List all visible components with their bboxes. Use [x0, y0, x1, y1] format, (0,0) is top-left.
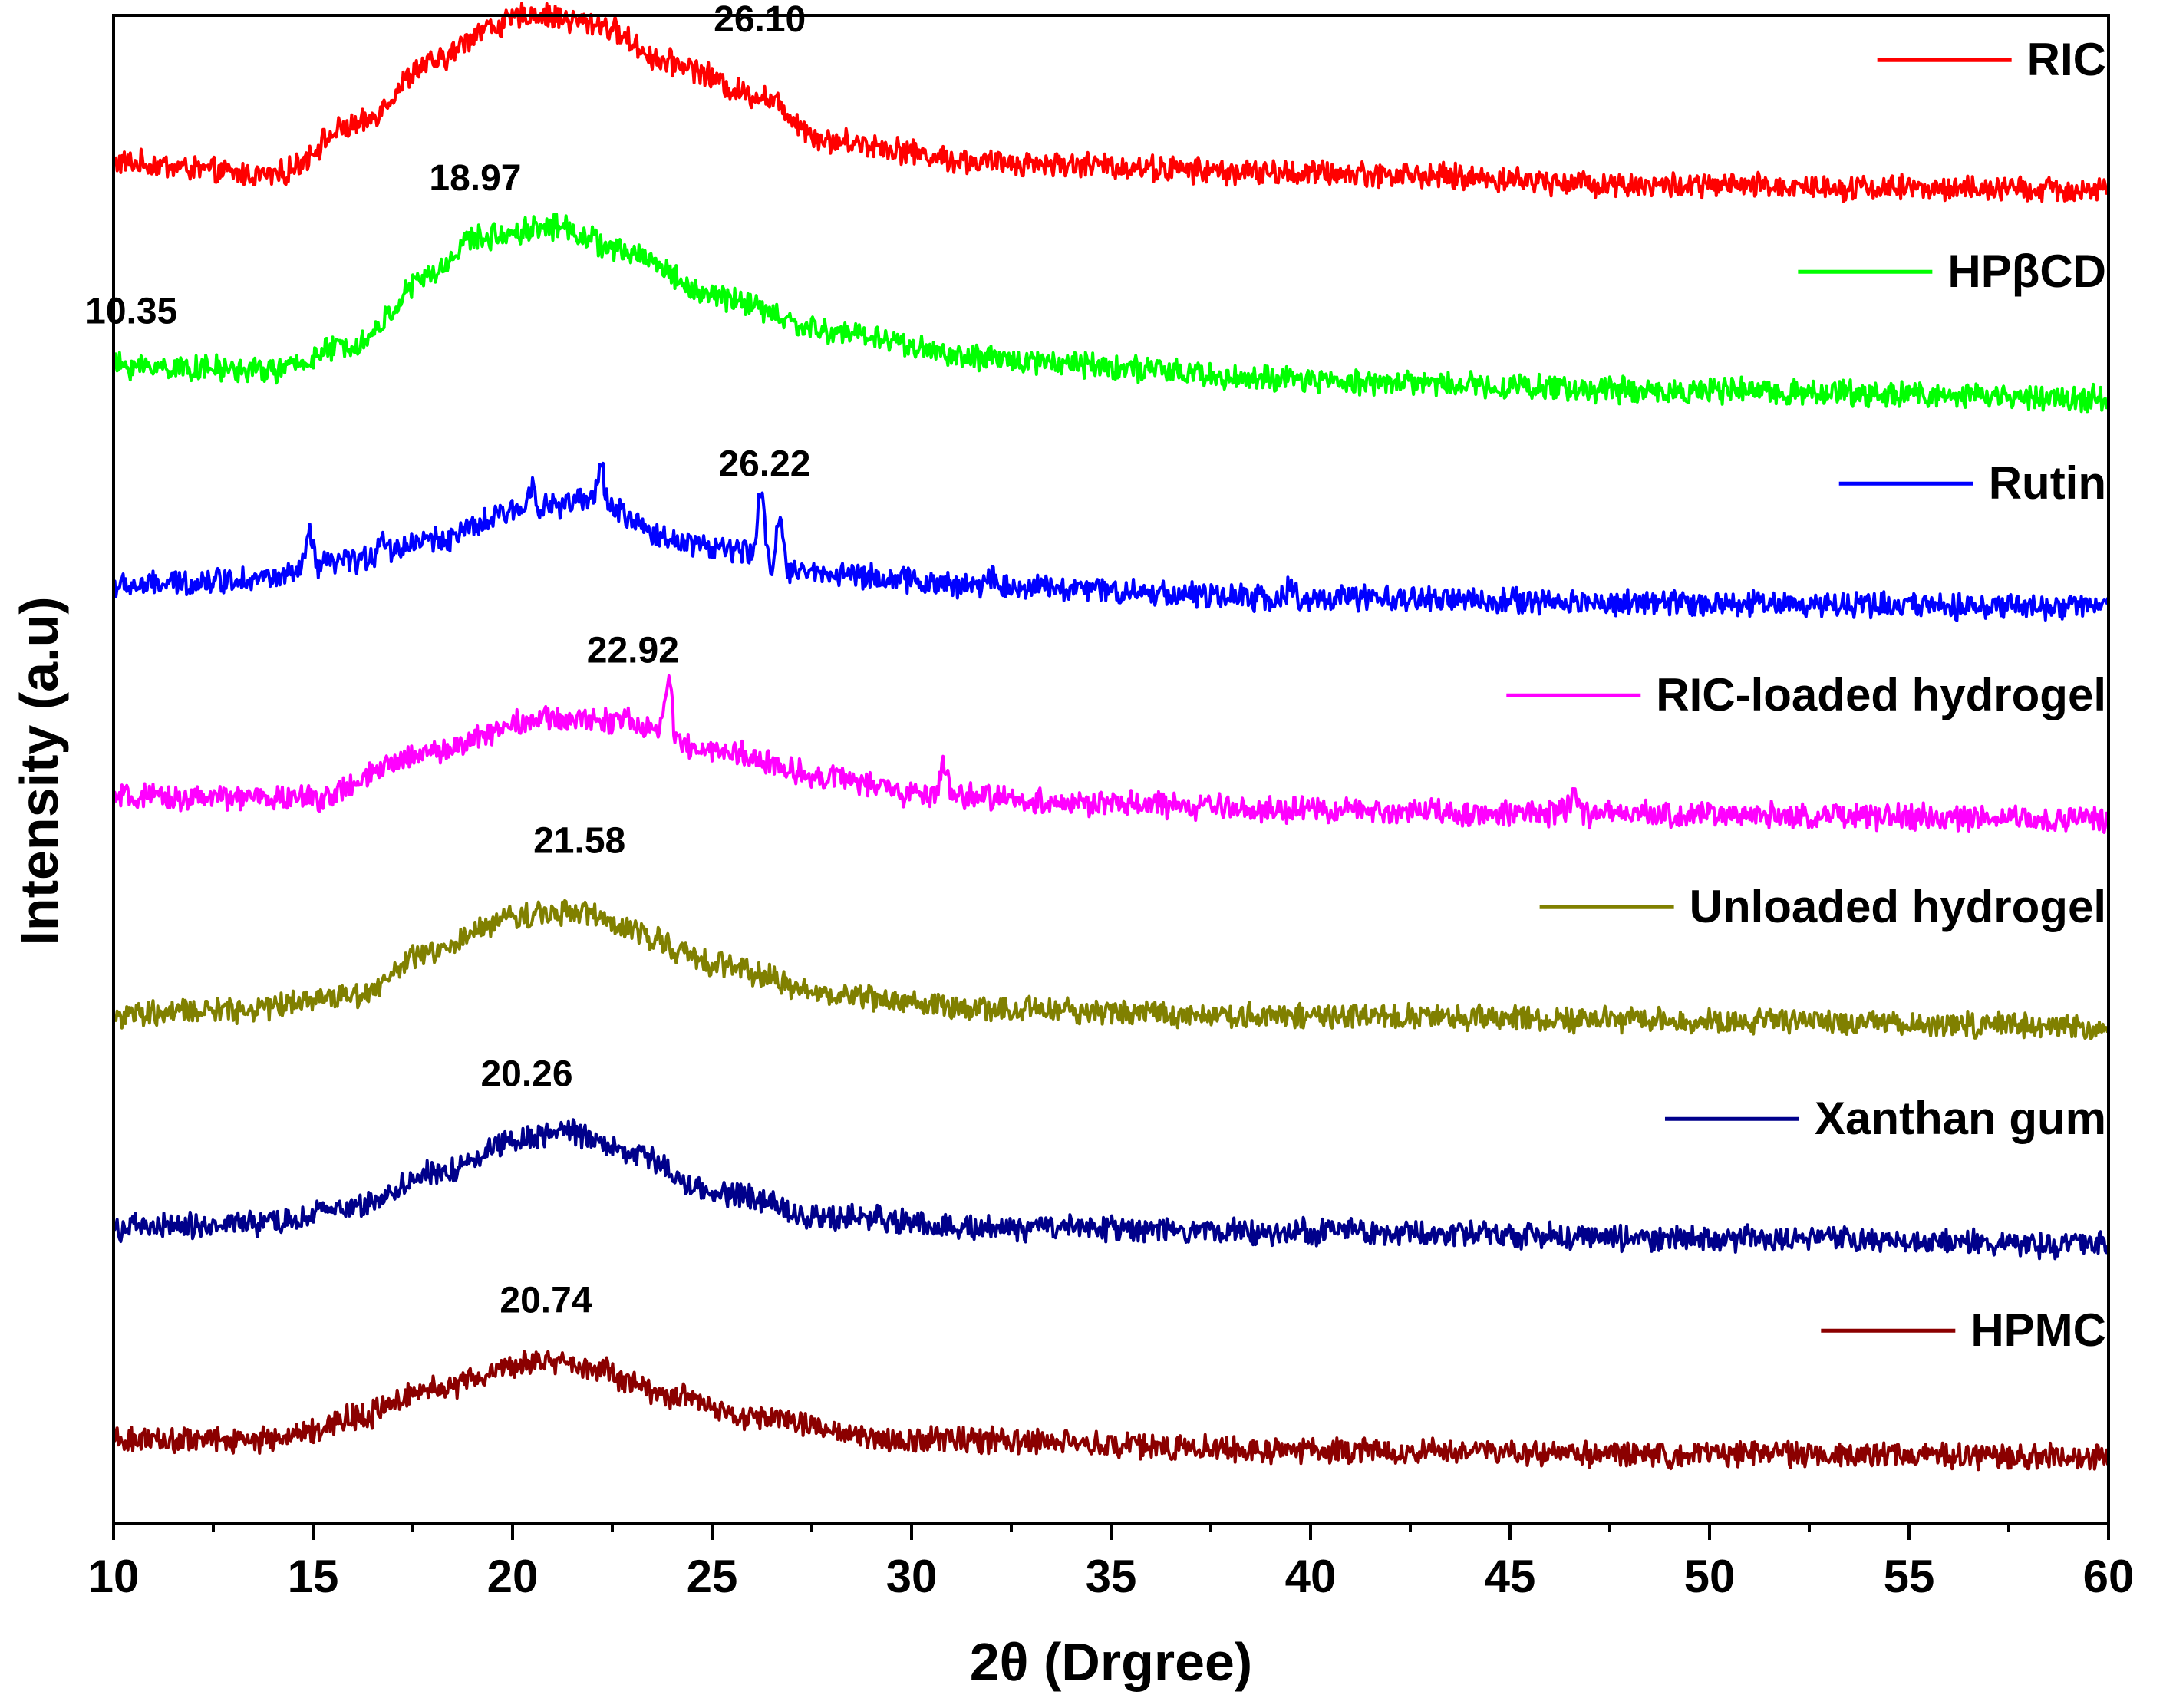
peak-label: 22.92: [587, 630, 679, 671]
series-layer: [112, 2, 2109, 1472]
x-tick-label: 20: [487, 1551, 539, 1602]
axes: [112, 14, 2110, 1525]
peak-label-layer: 19.4226.1010.3518.9726.2222.9221.5820.26…: [85, 0, 810, 1321]
legend-entry: HPβCD: [1798, 246, 2106, 297]
legend-entry: Unloaded hydrogel: [1539, 881, 2106, 932]
legend: RIC HPβCD Rutin RIC-loaded hydrogel Unloaded…: [1506, 34, 2106, 1356]
series-line-ric-loaded-hydrogel: [112, 674, 2109, 834]
plot-frame: [112, 14, 2110, 1525]
peak-label: 26.22: [718, 443, 810, 484]
peak-label: 26.10: [714, 0, 806, 40]
y-axis-title: Intensity (a.u): [9, 596, 69, 945]
legend-label: HPMC: [1970, 1304, 2106, 1356]
legend-label: Rutin: [1989, 457, 2106, 509]
x-tick-label: 25: [687, 1551, 738, 1602]
legend-label: Unloaded hydrogel: [1690, 881, 2106, 932]
x-tick-label: 55: [1884, 1551, 1935, 1602]
peak-label: 18.97: [429, 158, 521, 199]
legend-entry: RIC-loaded hydrogel: [1506, 669, 2106, 720]
series-line-xanthan-gum: [112, 1118, 2109, 1261]
x-tick-label: 35: [1086, 1551, 1137, 1602]
series-line-rutin: [112, 461, 2109, 622]
x-tick-label: 50: [1684, 1551, 1736, 1602]
legend-entry: Xanthan gum: [1664, 1093, 2106, 1144]
legend-label: RIC: [2027, 34, 2106, 85]
legend-label: HPβCD: [1947, 246, 2106, 297]
x-axis-ticks: 10 15 20 25 30 35 40 45 50 55 60: [88, 1523, 2135, 1602]
x-tick-label: 15: [288, 1551, 339, 1602]
legend-entry: Rutin: [1838, 457, 2106, 509]
series-line-unloaded-hydrogel: [112, 899, 2109, 1040]
peak-label: 21.58: [533, 821, 625, 862]
peak-label: 10.35: [85, 292, 177, 332]
x-tick-label: 45: [1485, 1551, 1536, 1602]
legend-label: Xanthan gum: [1815, 1093, 2106, 1144]
series-line-ric: [112, 2, 2109, 203]
x-tick-label: 10: [88, 1551, 140, 1602]
legend-entry: HPMC: [1821, 1304, 2106, 1356]
series-line-hpmc: [112, 1350, 2109, 1472]
peak-label: 20.74: [500, 1281, 592, 1321]
x-axis-title: 2θ (Drgree): [970, 1632, 1253, 1692]
peak-label: 20.26: [480, 1053, 572, 1094]
series-line-hp-cd: [112, 213, 2109, 414]
x-tick-label: 40: [1285, 1551, 1337, 1602]
legend-label: RIC-loaded hydrogel: [1656, 669, 2106, 720]
x-tick-label: 30: [886, 1551, 938, 1602]
x-tick-label: 60: [2083, 1551, 2135, 1602]
legend-entry: RIC: [1877, 34, 2106, 85]
